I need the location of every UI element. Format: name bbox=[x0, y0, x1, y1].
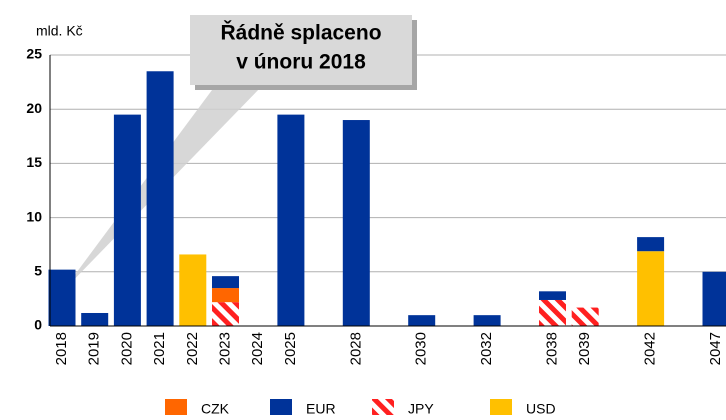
bar-segment bbox=[571, 307, 599, 326]
y-tick-label: 10 bbox=[26, 208, 42, 224]
legend-label: USD bbox=[526, 401, 556, 417]
callout-text: Řádně splaceno bbox=[220, 21, 381, 45]
y-tick-label: 25 bbox=[26, 46, 42, 62]
bar-segment bbox=[146, 71, 174, 326]
x-tick-label: 2023 bbox=[216, 332, 233, 365]
bar-segment bbox=[277, 114, 305, 327]
x-tick-label: 2030 bbox=[413, 332, 430, 365]
bar-segment bbox=[81, 312, 109, 326]
legend-label: EUR bbox=[306, 401, 336, 417]
legend-label: CZK bbox=[201, 401, 230, 417]
y-tick-label: 15 bbox=[26, 154, 42, 170]
x-tick-label: 2025 bbox=[282, 332, 299, 365]
bar-segment bbox=[702, 271, 726, 326]
bar-segment bbox=[408, 315, 436, 326]
x-tick-label: 2020 bbox=[118, 332, 135, 365]
x-tick-label: 2038 bbox=[543, 332, 560, 365]
x-tick-label: 2028 bbox=[347, 332, 364, 365]
x-tick-label: 2047 bbox=[707, 332, 724, 365]
callout-box bbox=[190, 15, 412, 85]
x-tick-label: 2042 bbox=[642, 332, 659, 365]
x-tick-label: 2032 bbox=[478, 332, 495, 365]
bar-segment bbox=[539, 291, 566, 300]
bar-segment bbox=[539, 299, 566, 326]
legend-swatch bbox=[372, 399, 394, 415]
legend-swatch bbox=[165, 399, 187, 415]
x-tick-label: 2019 bbox=[86, 332, 103, 365]
bar-segment bbox=[212, 276, 239, 289]
bar-segment bbox=[212, 288, 239, 303]
bar-segment bbox=[342, 120, 370, 326]
x-tick-label: 2018 bbox=[53, 332, 70, 365]
bar-segment bbox=[48, 269, 76, 326]
bar-segment bbox=[113, 114, 141, 327]
y-tick-label: 0 bbox=[34, 317, 42, 333]
bar-segment bbox=[179, 254, 207, 326]
x-tick-label: 2022 bbox=[184, 332, 201, 365]
bar-segment bbox=[637, 251, 665, 326]
legend-label: JPY bbox=[408, 401, 434, 417]
bar-segment bbox=[212, 302, 239, 326]
bar-segment bbox=[473, 315, 501, 326]
unit-label: mld. Kč bbox=[36, 23, 83, 39]
callout-text: v únoru 2018 bbox=[236, 51, 366, 74]
x-tick-label: 2024 bbox=[249, 332, 266, 365]
y-tick-label: 5 bbox=[34, 263, 42, 279]
bar-segment bbox=[637, 237, 665, 252]
y-tick-label: 20 bbox=[26, 100, 42, 116]
legend-swatch bbox=[490, 399, 512, 415]
x-tick-label: 2021 bbox=[151, 332, 168, 365]
legend-swatch bbox=[270, 399, 292, 415]
x-tick-label: 2039 bbox=[576, 332, 593, 365]
